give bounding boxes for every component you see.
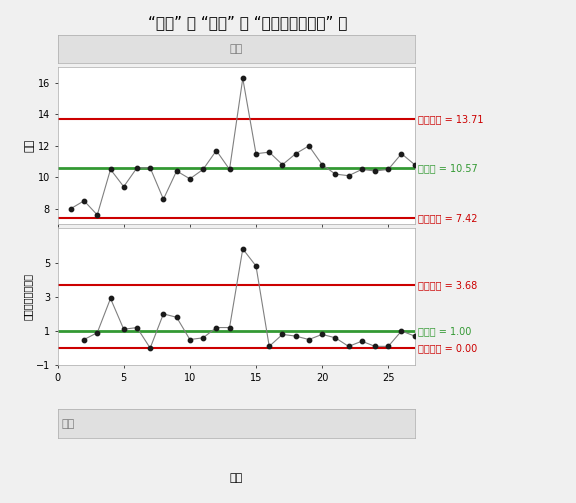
Point xyxy=(370,343,380,351)
Y-axis label: 酸性: 酸性 xyxy=(25,139,35,152)
Text: 平均値 = 10.57: 平均値 = 10.57 xyxy=(418,163,478,174)
Point xyxy=(132,164,142,172)
Point xyxy=(384,165,393,174)
Text: 下控制限 = 7.42: 下控制限 = 7.42 xyxy=(418,213,478,223)
Point xyxy=(185,175,195,183)
Text: 平均値 = 1.00: 平均値 = 1.00 xyxy=(418,326,472,336)
Point xyxy=(172,313,181,321)
Point xyxy=(199,334,208,342)
Point xyxy=(199,165,208,174)
Point xyxy=(238,245,247,253)
Point xyxy=(291,332,300,340)
Y-axis label: 移动极差（酸性）: 移动极差（酸性） xyxy=(23,273,33,320)
Point xyxy=(278,160,287,169)
Point xyxy=(225,323,234,331)
Point xyxy=(212,146,221,154)
Point xyxy=(146,344,155,352)
Point xyxy=(251,150,260,158)
Text: 阶段: 阶段 xyxy=(229,44,243,54)
Point xyxy=(344,343,353,351)
Point xyxy=(264,148,274,156)
Point xyxy=(93,211,102,219)
Text: 子组: 子组 xyxy=(229,473,243,483)
Point xyxy=(66,205,75,213)
Text: “酸性” 的 “单值” 和 “移动极差中位数” 图: “酸性” 的 “单值” 和 “移动极差中位数” 图 xyxy=(148,15,347,30)
Point xyxy=(357,165,366,174)
Point xyxy=(278,330,287,339)
Point xyxy=(410,160,419,169)
Point xyxy=(264,343,274,351)
Point xyxy=(212,323,221,331)
Point xyxy=(159,310,168,318)
Text: 上控制限 = 3.68: 上控制限 = 3.68 xyxy=(418,280,478,290)
Point xyxy=(384,343,393,351)
Point xyxy=(79,336,89,344)
Point xyxy=(132,323,142,331)
Point xyxy=(331,334,340,342)
Point xyxy=(159,195,168,203)
Point xyxy=(93,328,102,337)
Point xyxy=(225,165,234,174)
Point xyxy=(304,142,313,150)
Point xyxy=(119,325,128,333)
Point xyxy=(331,170,340,178)
Text: 标签: 标签 xyxy=(61,418,74,429)
Point xyxy=(397,150,406,158)
Point xyxy=(238,74,247,82)
Point xyxy=(344,172,353,180)
Point xyxy=(106,294,115,302)
Point xyxy=(317,160,327,169)
Point xyxy=(357,337,366,345)
Point xyxy=(410,332,419,340)
Point xyxy=(397,327,406,335)
Point xyxy=(304,336,313,344)
Point xyxy=(291,150,300,158)
Text: 上控制限 = 13.71: 上控制限 = 13.71 xyxy=(418,114,484,124)
Point xyxy=(251,262,260,270)
Point xyxy=(119,183,128,191)
Point xyxy=(185,336,195,344)
Point xyxy=(146,164,155,172)
Point xyxy=(172,167,181,175)
Point xyxy=(370,167,380,175)
Point xyxy=(106,165,115,174)
Text: 下控制限 = 0.00: 下控制限 = 0.00 xyxy=(418,343,478,353)
Point xyxy=(317,330,327,339)
Point xyxy=(79,197,89,205)
